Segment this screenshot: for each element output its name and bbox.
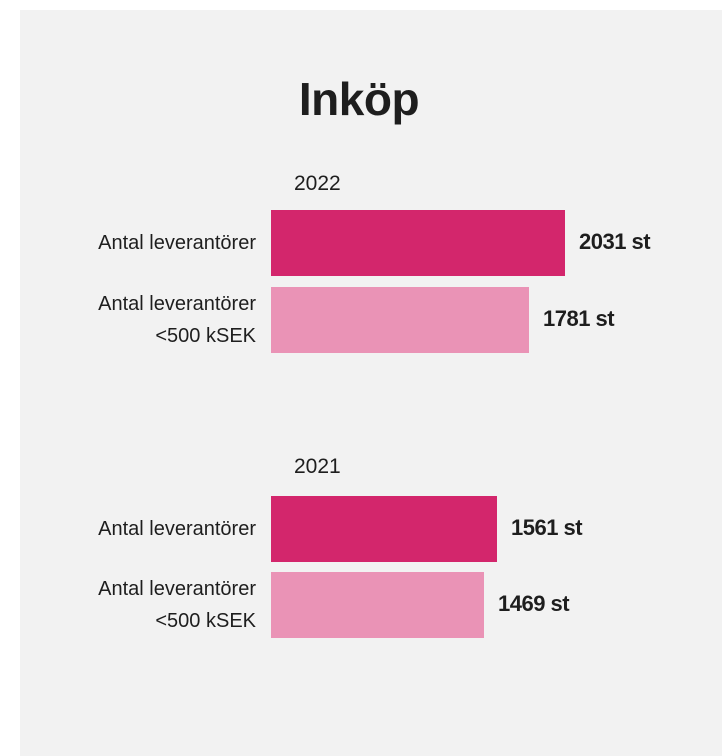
bar-label-line: Antal leverantörer: [98, 232, 256, 254]
value-label-2022-2: 1781 st: [543, 306, 615, 331]
value-label-2021-2: 1469 st: [498, 591, 570, 616]
bar-2021-2: [271, 572, 484, 638]
year-label-2022: 2022: [294, 172, 341, 195]
bar-label-2022-2: Antal leverantörer <500 kSEK: [98, 288, 256, 352]
bar-2022-1: [271, 210, 565, 276]
bar-label-2022-1: Antal leverantörer: [98, 227, 256, 259]
bar-2022-2: [271, 287, 529, 353]
bar-2021-1: [271, 496, 497, 562]
bar-label-line: Antal leverantörer: [98, 293, 256, 315]
bar-label-line: <500 kSEK: [155, 610, 256, 632]
chart-title: Inköp: [298, 73, 420, 125]
bar-label-line: <500 kSEK: [155, 325, 256, 347]
value-label-2022-1: 2031 st: [579, 229, 651, 254]
value-label-2021-1: 1561 st: [511, 515, 583, 540]
bar-label-2021-1: Antal leverantörer: [98, 513, 256, 545]
bar-label-line: Antal leverantörer: [98, 578, 256, 600]
bar-label-line: Antal leverantörer: [98, 518, 256, 540]
year-label-2021: 2021: [294, 455, 341, 478]
bar-label-2021-2: Antal leverantörer <500 kSEK: [98, 573, 256, 637]
